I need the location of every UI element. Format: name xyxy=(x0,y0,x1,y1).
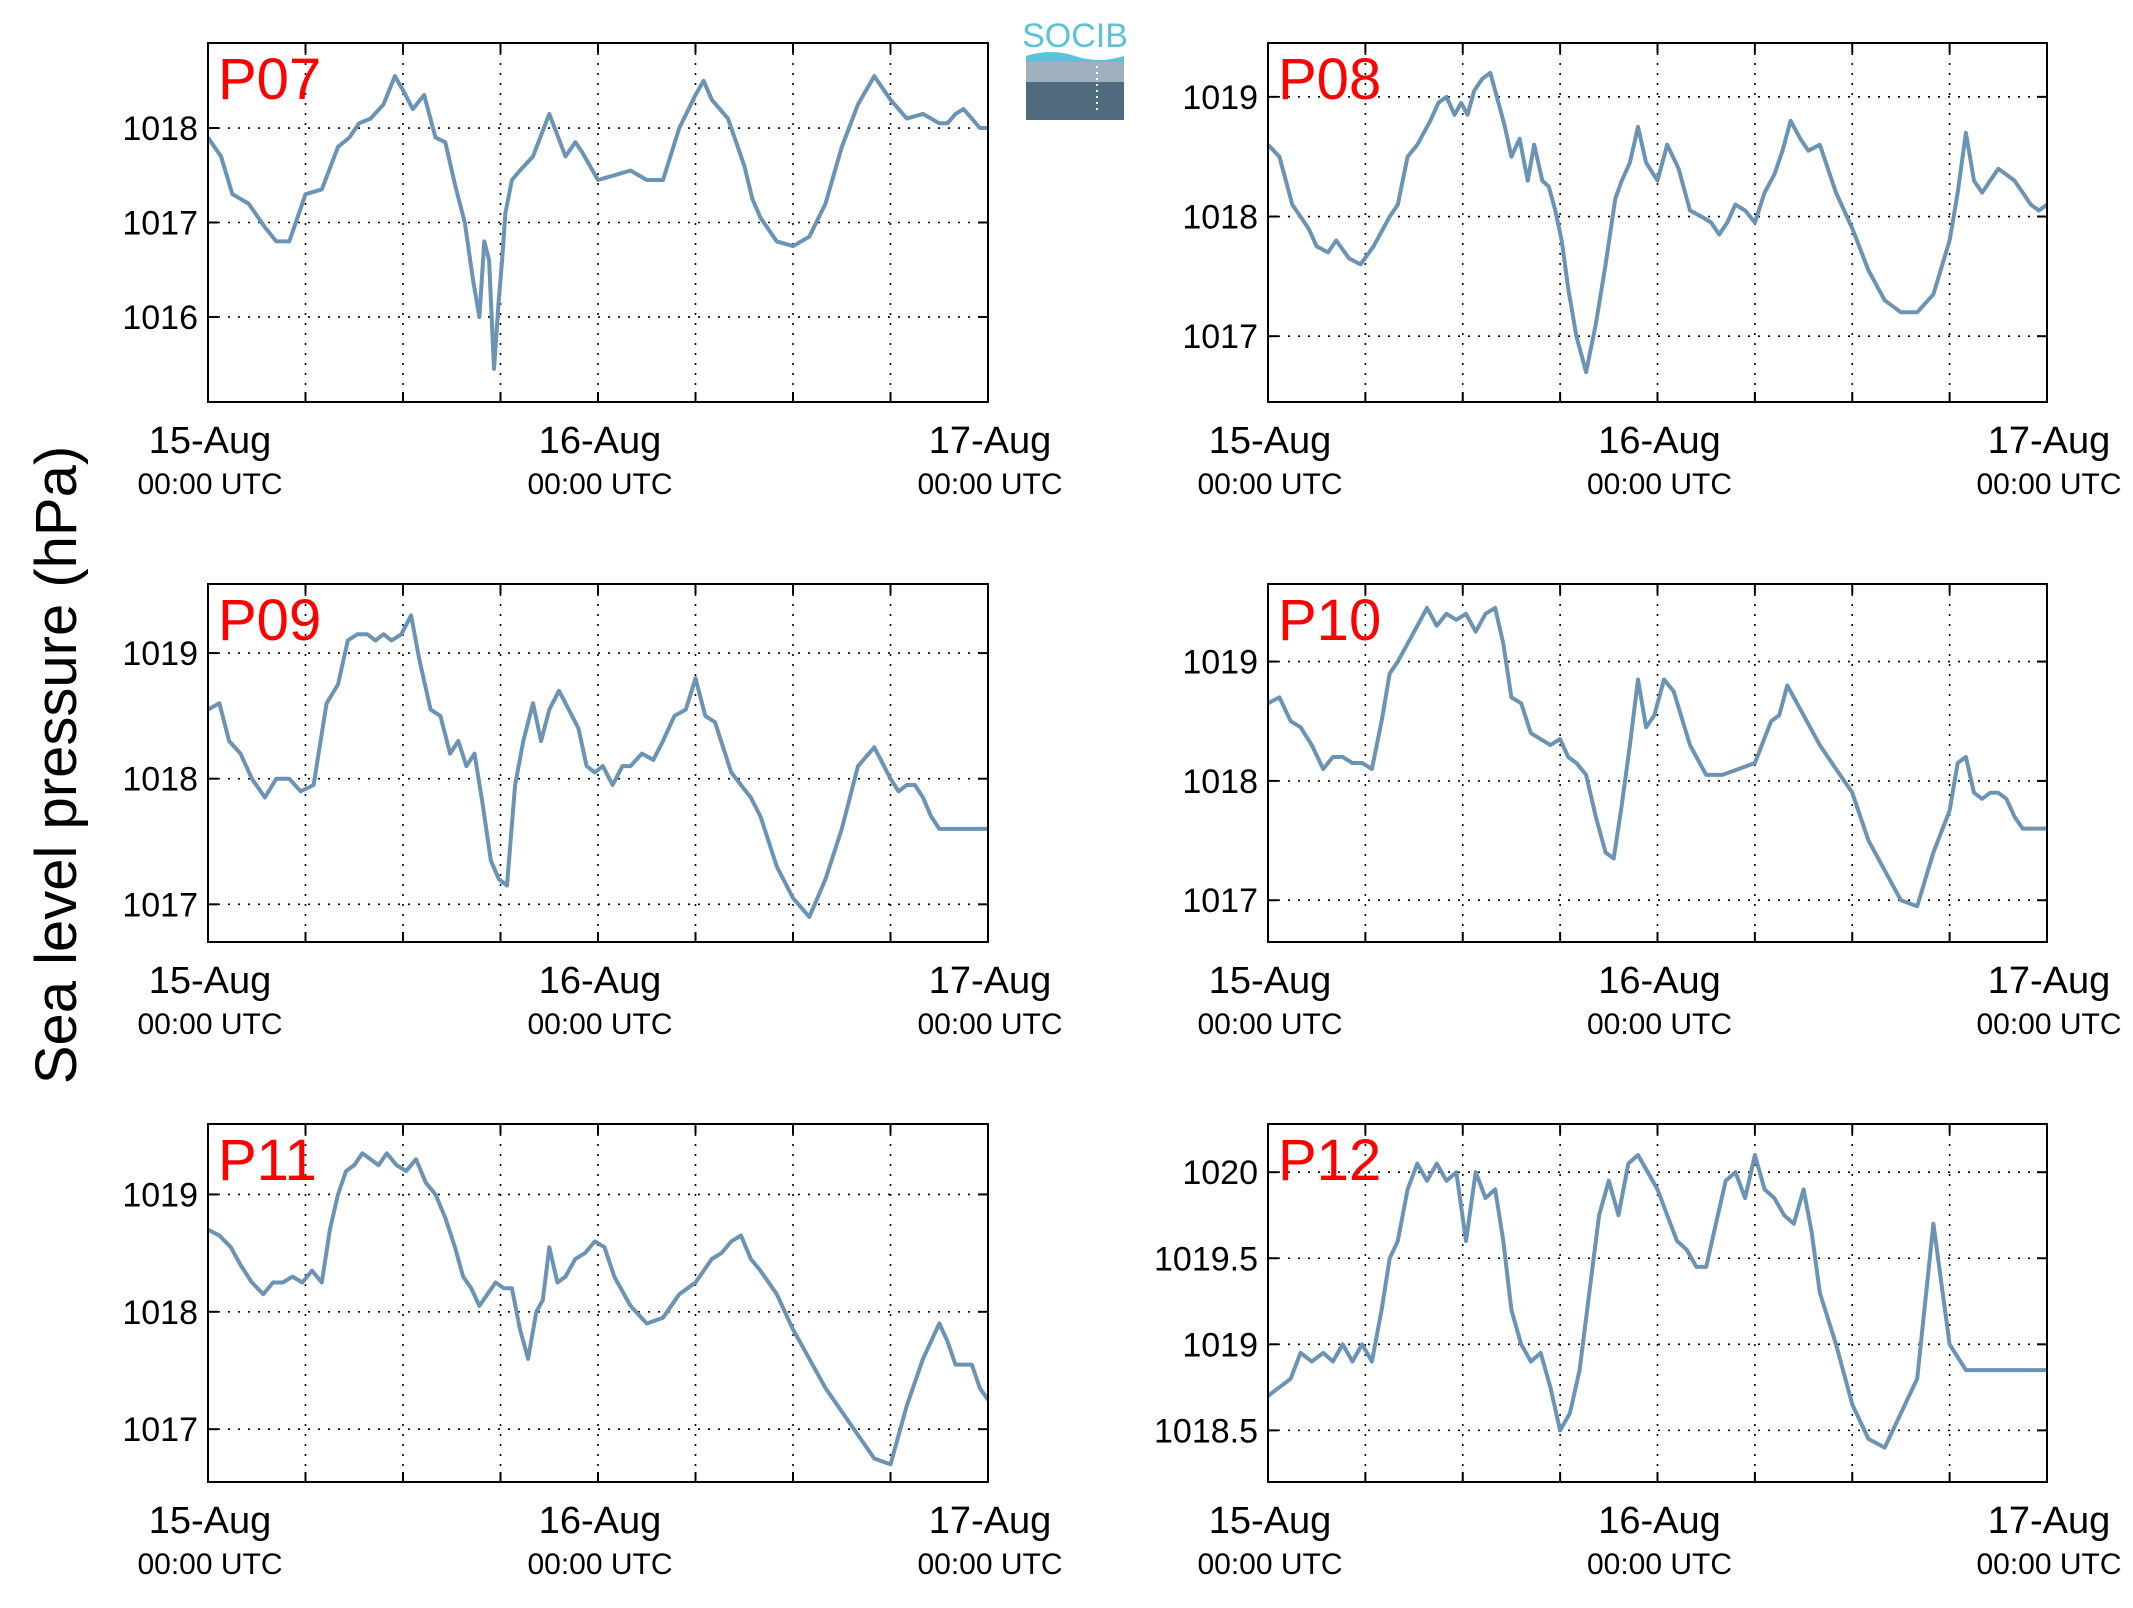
panel-label: P12 xyxy=(1278,1128,1381,1193)
x-tick-label-date: 17-Aug xyxy=(929,420,1052,462)
plot-frame xyxy=(207,42,989,403)
x-tick-label-date: 15-Aug xyxy=(1209,1500,1332,1542)
x-tick-label-time: 00:00 UTC xyxy=(1197,1548,1342,1581)
panel-p11: 1017 1018 1019 P11 15-Aug 00:00 UTC 16-Aug 00:0… xyxy=(122,1123,1063,1581)
x-tick-label-time: 00:00 UTC xyxy=(137,1548,282,1581)
socib-logo: SOCIB xyxy=(1022,17,1128,120)
x-tick-label-time: 00:00 UTC xyxy=(137,468,282,501)
y-tick-label: 1016 xyxy=(122,299,198,337)
plot-frame xyxy=(207,583,989,943)
y-tick-label: 1018 xyxy=(1182,763,1258,801)
x-tick-label-date: 15-Aug xyxy=(149,420,272,462)
x-tick-label-time: 00:00 UTC xyxy=(1976,1008,2121,1041)
y-tick-label: 1017 xyxy=(122,886,198,924)
panel-p07: 1016 1017 1018 P07 15-Aug 00:00 UTC 16-Aug 00:0… xyxy=(122,42,1063,501)
x-tick-label-time: 00:00 UTC xyxy=(527,468,672,501)
x-tick-label-date: 17-Aug xyxy=(929,960,1052,1002)
panel-label: P09 xyxy=(218,588,321,653)
panel-p12: 1018.5 1019 1019.5 1020 P12 15-Aug 00:00 UTC 16… xyxy=(1154,1123,2122,1581)
x-tick-label-date: 15-Aug xyxy=(1209,960,1332,1002)
y-tick-label: 1019 xyxy=(1182,79,1258,117)
series-line xyxy=(1267,605,2047,909)
plot-frame xyxy=(1267,1123,2048,1483)
x-tick-label-date: 16-Aug xyxy=(539,960,662,1002)
series-line xyxy=(206,74,988,371)
panel-p10: 1017 1018 1019 P10 15-Aug 00:00 UTC 16-Aug 00:0… xyxy=(1182,583,2122,1041)
x-tick-label-date: 16-Aug xyxy=(539,1500,662,1542)
x-tick-label-time: 00:00 UTC xyxy=(1587,1008,1732,1041)
socib-logo-wave xyxy=(1026,52,1124,62)
socib-logo-text: SOCIB xyxy=(1022,17,1128,55)
y-tick-label: 1019 xyxy=(122,1176,198,1214)
y-tick-label: 1017 xyxy=(122,205,198,243)
x-tick-label-time: 00:00 UTC xyxy=(1587,1548,1732,1581)
panel-label: P10 xyxy=(1278,588,1381,653)
x-tick-label-time: 00:00 UTC xyxy=(1976,1548,2121,1581)
y-axis-label: Sea level pressure (hPa) xyxy=(24,446,89,1084)
y-tick-label: 1017 xyxy=(122,1411,198,1449)
y-tick-label: 1018 xyxy=(122,110,198,148)
x-tick-label-time: 00:00 UTC xyxy=(917,1548,1062,1581)
y-tick-label: 1018.5 xyxy=(1154,1412,1258,1450)
y-tick-label: 1017 xyxy=(1182,882,1258,920)
plot-frame xyxy=(1267,583,2048,943)
x-tick-label-date: 15-Aug xyxy=(149,1500,272,1542)
series-line xyxy=(1266,1153,2047,1450)
panel-label: P07 xyxy=(218,47,321,112)
y-tick-label: 1019.5 xyxy=(1154,1240,1258,1278)
x-tick-label-date: 16-Aug xyxy=(1598,960,1721,1002)
y-tick-label: 1017 xyxy=(1182,318,1258,356)
x-tick-label-time: 00:00 UTC xyxy=(917,468,1062,501)
x-tick-label-time: 00:00 UTC xyxy=(1587,468,1732,501)
series-line xyxy=(1266,70,2049,375)
series-line xyxy=(207,613,988,919)
y-tick-label: 1018 xyxy=(122,761,198,799)
y-tick-label: 1020 xyxy=(1182,1154,1258,1192)
panel-p08: 1017 1018 1019 P08 15-Aug 00:00 UTC 16-Aug 00:0… xyxy=(1182,42,2122,501)
x-tick-label-time: 00:00 UTC xyxy=(917,1008,1062,1041)
x-tick-label-date: 15-Aug xyxy=(149,960,272,1002)
x-tick-label-date: 16-Aug xyxy=(539,420,662,462)
x-tick-label-date: 15-Aug xyxy=(1209,420,1332,462)
x-tick-label-time: 00:00 UTC xyxy=(527,1548,672,1581)
y-tick-label: 1019 xyxy=(1182,1326,1258,1364)
panel-label: P08 xyxy=(1278,47,1381,112)
x-tick-label-time: 00:00 UTC xyxy=(137,1008,282,1041)
panel-p09: 1017 1018 1019 P09 15-Aug 00:00 UTC 16-Aug 00:0… xyxy=(122,583,1063,1041)
plot-frame xyxy=(207,1123,989,1483)
x-tick-label-date: 16-Aug xyxy=(1598,420,1721,462)
x-tick-label-time: 00:00 UTC xyxy=(527,1008,672,1041)
x-tick-label-date: 17-Aug xyxy=(1988,960,2111,1002)
x-tick-label-time: 00:00 UTC xyxy=(1197,468,1342,501)
x-tick-label-date: 17-Aug xyxy=(1988,420,2111,462)
panels-grid: 1016 1017 1018 P07 15-Aug 00:00 UTC 16-Aug 00:0… xyxy=(122,42,2122,1581)
panel-label: P11 xyxy=(218,1128,317,1193)
socib-logo-highlight xyxy=(1026,62,1124,82)
y-tick-label: 1018 xyxy=(122,1294,198,1332)
y-tick-label: 1019 xyxy=(1182,644,1258,682)
plot-frame xyxy=(1267,42,2048,403)
y-tick-label: 1018 xyxy=(1182,199,1258,237)
y-tick-label: 1019 xyxy=(122,635,198,673)
x-tick-label-time: 00:00 UTC xyxy=(1197,1008,1342,1041)
x-tick-label-date: 16-Aug xyxy=(1598,1500,1721,1542)
series-line xyxy=(207,1151,990,1467)
x-tick-label-date: 17-Aug xyxy=(929,1500,1052,1542)
x-tick-label-date: 17-Aug xyxy=(1988,1500,2111,1542)
x-tick-label-time: 00:00 UTC xyxy=(1976,468,2121,501)
